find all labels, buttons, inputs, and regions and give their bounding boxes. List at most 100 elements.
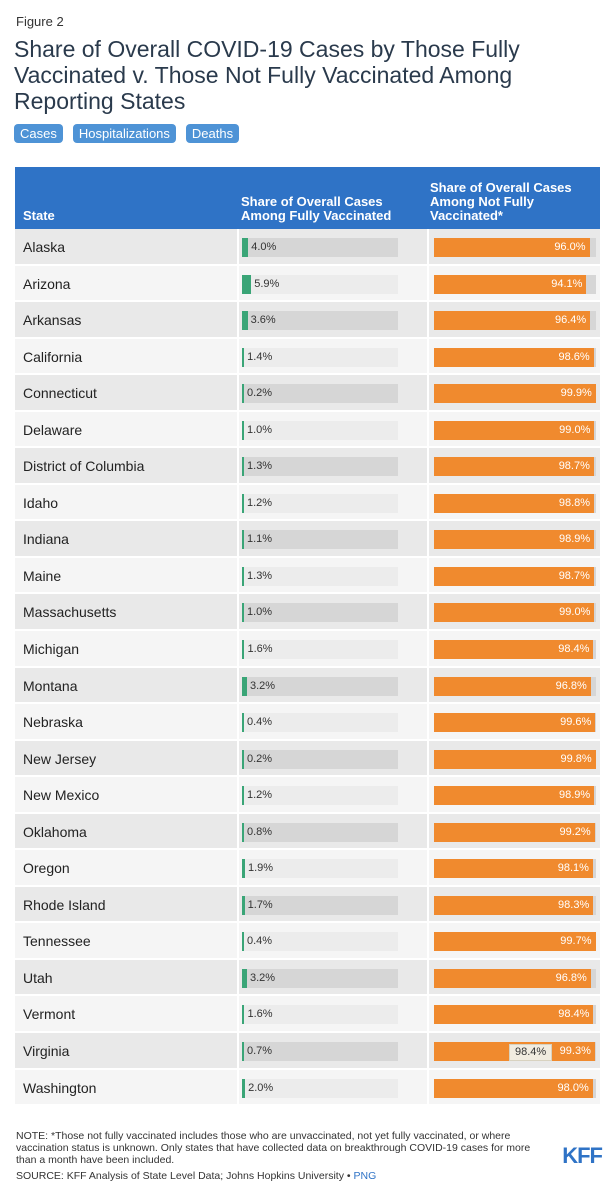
vaccinated-bar[interactable] — [242, 640, 245, 660]
vaccinated-cell: 0.4% — [239, 923, 416, 958]
vaccinated-bar[interactable] — [242, 274, 252, 294]
tab-deaths[interactable]: Deaths — [185, 124, 240, 143]
column-divider — [237, 631, 239, 666]
column-divider — [237, 557, 239, 593]
not-vaccinated-bar[interactable]: 98.4% — [434, 1005, 594, 1025]
vaccinated-value-label: 1.4% — [247, 350, 273, 363]
state-name: Vermont — [23, 1006, 76, 1023]
not-vaccinated-bar[interactable]: 98.6% — [434, 347, 594, 367]
tab-hospitalizations[interactable]: Hospitalizations — [72, 124, 176, 143]
vaccinated-bar[interactable] — [242, 1042, 244, 1062]
not-vaccinated-bar[interactable]: 98.1% — [434, 859, 593, 879]
vaccinated-bar[interactable] — [242, 786, 244, 806]
vaccinated-bar[interactable] — [242, 713, 244, 733]
not-vaccinated-cell: 98.3% — [427, 886, 600, 922]
state-name: Alaska — [23, 239, 66, 255]
vaccinated-bar[interactable] — [242, 676, 247, 696]
not-vaccinated-bar[interactable]: 99.7% — [434, 932, 596, 952]
not-vaccinated-bar[interactable]: 98.7% — [434, 457, 594, 477]
state-name: Utah — [23, 969, 53, 986]
vaccinated-bar[interactable] — [242, 493, 244, 513]
vaccinated-bar[interactable] — [242, 895, 245, 915]
vaccinated-bar-track: 1.4% — [242, 347, 398, 367]
vaccinated-bar[interactable] — [242, 932, 244, 952]
vaccinated-bar[interactable] — [242, 1005, 245, 1025]
vaccinated-bar-track: 1.2% — [242, 493, 398, 513]
vaccinated-bar[interactable] — [242, 859, 245, 879]
vaccinated-bar-track: 5.9% — [242, 274, 398, 294]
not-vaccinated-bar[interactable]: 99.2% — [434, 822, 595, 842]
state-name: New Jersey — [23, 750, 97, 767]
not-vaccinated-bar[interactable]: 96.0% — [434, 238, 590, 257]
column-header-not-vaccinated[interactable]: Share of Overall Cases Among Not Fully V… — [430, 180, 572, 223]
column-divider — [237, 704, 239, 739]
vaccinated-bar[interactable] — [242, 311, 248, 331]
table-row: Rhode Island 1.7% 98.3% — [15, 886, 600, 924]
not-vaccinated-bar-track: 99.9% — [434, 384, 596, 404]
tab-cases[interactable]: Cases — [14, 124, 63, 143]
vaccinated-value-label: 1.1% — [247, 533, 273, 546]
column-header-state[interactable]: State — [23, 208, 55, 223]
vaccinated-bar[interactable] — [242, 347, 245, 367]
not-vaccinated-bar[interactable]: 98.3% — [434, 895, 594, 915]
not-vaccinated-bar[interactable]: 96.8% — [434, 676, 591, 696]
vaccinated-value-label: 1.0% — [247, 423, 273, 436]
not-vaccinated-bar-track: 99.0% — [434, 420, 596, 440]
column-header-vaccinated[interactable]: Share of Overall Cases Among Fully Vacci… — [241, 194, 392, 223]
table-row: Vermont 1.6% 98.4% — [15, 996, 600, 1034]
not-vaccinated-value-label: 99.8% — [560, 752, 592, 765]
not-vaccinated-bar[interactable]: 94.1% — [434, 274, 587, 294]
not-vaccinated-bar[interactable]: 98.0% — [434, 1078, 593, 1098]
not-vaccinated-bar[interactable]: 99.6% — [434, 713, 596, 733]
not-vaccinated-bar[interactable]: 99.0% — [434, 420, 595, 440]
not-vaccinated-value-label: 99.3% — [559, 1045, 591, 1058]
vaccinated-bar[interactable] — [242, 238, 249, 257]
vaccinated-bar-track: 1.1% — [242, 530, 398, 550]
not-vaccinated-cell: 99.0% — [427, 411, 600, 447]
vaccinated-bar[interactable] — [242, 603, 244, 623]
table-row: Montana 3.2% 96.8% — [15, 667, 600, 705]
vaccinated-bar[interactable] — [242, 1078, 246, 1098]
vaccinated-cell: 1.7% — [239, 886, 416, 922]
vaccinated-bar[interactable] — [242, 566, 245, 586]
not-vaccinated-bar[interactable]: 96.8% — [434, 968, 591, 988]
not-vaccinated-bar[interactable]: 98.4% — [434, 640, 594, 660]
table-row: California 1.4% 98.6% — [15, 338, 600, 376]
not-vaccinated-bar[interactable]: 99.0% — [434, 603, 595, 623]
figure-label: Figure 2 — [16, 14, 64, 29]
hover-tooltip: 98.4% — [509, 1044, 553, 1062]
vaccinated-bar-track: 1.3% — [242, 457, 398, 477]
vaccinated-value-label: 0.4% — [247, 935, 273, 948]
not-vaccinated-value-label: 98.0% — [557, 1081, 589, 1094]
state-name: Tennessee — [23, 933, 91, 950]
vaccinated-cell: 0.2% — [239, 375, 416, 410]
vaccinated-value-label: 1.2% — [247, 496, 273, 509]
not-vaccinated-bar[interactable]: 99.9% — [434, 384, 596, 404]
not-vaccinated-bar[interactable]: 96.4% — [434, 311, 591, 331]
not-vaccinated-bar[interactable]: 98.9% — [434, 530, 595, 550]
not-vaccinated-value-label: 96.8% — [555, 971, 587, 984]
state-name: Oregon — [23, 860, 70, 877]
vaccinated-bar[interactable] — [242, 968, 247, 988]
vaccinated-bar[interactable] — [242, 749, 244, 769]
table-row: Maine 1.3% 98.7% — [15, 557, 600, 595]
vaccinated-bar[interactable] — [242, 384, 244, 404]
not-vaccinated-bar[interactable]: 99.3% 98.4% — [434, 1042, 595, 1062]
not-vaccinated-cell: 96.4% — [427, 302, 600, 337]
state-name: Massachusetts — [23, 604, 117, 621]
not-vaccinated-cell: 98.4% — [427, 996, 600, 1032]
png-download-link[interactable]: PNG — [353, 1170, 377, 1182]
not-vaccinated-bar-track: 99.3% 98.4% — [434, 1042, 596, 1062]
vaccinated-bar[interactable] — [242, 457, 245, 477]
column-divider — [237, 740, 239, 776]
not-vaccinated-bar[interactable]: 98.7% — [434, 566, 594, 586]
not-vaccinated-bar[interactable]: 99.8% — [434, 749, 596, 769]
state-name: Montana — [23, 677, 78, 694]
vaccinated-bar[interactable] — [242, 530, 244, 550]
not-vaccinated-value-label: 98.9% — [559, 789, 591, 802]
not-vaccinated-bar[interactable]: 98.9% — [434, 786, 595, 806]
vaccinated-bar[interactable] — [242, 822, 244, 842]
vaccinated-bar-track: 1.0% — [242, 420, 398, 440]
vaccinated-bar[interactable] — [242, 420, 244, 440]
not-vaccinated-bar[interactable]: 98.8% — [434, 493, 595, 513]
